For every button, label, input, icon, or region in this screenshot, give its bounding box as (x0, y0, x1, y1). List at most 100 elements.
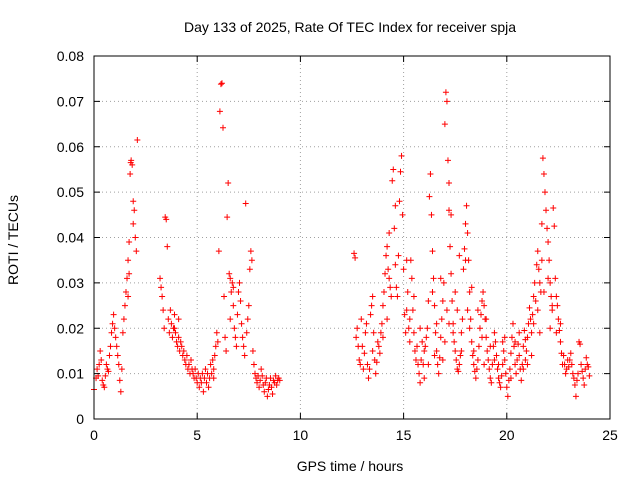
data-point (215, 248, 222, 255)
data-point (474, 307, 481, 314)
data-point (441, 338, 448, 345)
data-point (130, 220, 137, 227)
data-point (99, 377, 106, 384)
data-point (405, 325, 412, 332)
data-point (185, 361, 192, 368)
data-point (550, 205, 557, 212)
data-point (121, 302, 128, 309)
data-point (524, 361, 531, 368)
data-point (390, 166, 397, 173)
data-point (454, 307, 461, 314)
data-point (110, 311, 117, 318)
data-point (364, 361, 371, 368)
data-point (171, 311, 178, 318)
data-point (240, 343, 247, 350)
data-point (424, 325, 431, 332)
data-point (406, 316, 413, 323)
data-point (378, 320, 385, 327)
data-point (111, 325, 118, 332)
data-point (211, 352, 218, 359)
y-tick-label: 0.08 (57, 48, 84, 64)
data-point (232, 334, 239, 341)
data-point (386, 275, 393, 282)
data-point (432, 329, 439, 336)
data-point (534, 248, 541, 255)
data-point (503, 384, 510, 391)
data-point (451, 338, 458, 345)
data-point (457, 352, 464, 359)
data-point (181, 357, 188, 364)
data-point (524, 334, 531, 341)
data-point (480, 288, 487, 295)
data-point (415, 361, 422, 368)
data-point (444, 157, 451, 164)
data-point (239, 334, 246, 341)
data-point (264, 393, 271, 400)
data-point (124, 275, 131, 282)
data-point (380, 288, 387, 295)
data-point (448, 211, 455, 218)
data-point (431, 352, 438, 359)
y-tick-labels: 0 0.01 0.02 0.03 0.04 0.05 0.06 0.07 0.08 (57, 48, 84, 427)
data-point (385, 266, 392, 273)
data-point (511, 343, 518, 350)
data-point (234, 311, 241, 318)
data-point (552, 275, 559, 282)
axis-ticks (93, 55, 611, 420)
data-point (485, 357, 492, 364)
data-point (437, 334, 444, 341)
data-point (548, 293, 555, 300)
data-point (257, 377, 264, 384)
data-point (178, 343, 185, 350)
grid-lines (94, 56, 610, 419)
data-point (583, 354, 590, 361)
data-point (383, 252, 390, 259)
data-point (167, 307, 174, 314)
data-point (163, 216, 170, 223)
data-point (509, 320, 516, 327)
x-tick-label: 5 (193, 427, 201, 443)
data-point (180, 347, 187, 354)
x-tick-label: 0 (90, 427, 98, 443)
data-point (475, 343, 482, 350)
data-point (369, 347, 376, 354)
data-point (402, 329, 409, 336)
data-point (160, 307, 167, 314)
data-point (203, 379, 210, 386)
data-point (408, 275, 415, 282)
data-point (497, 384, 504, 391)
data-point (562, 370, 569, 377)
data-point (251, 370, 258, 377)
x-tick-labels: 0 5 10 15 20 25 (90, 427, 618, 443)
data-point (515, 341, 522, 348)
data-point (268, 384, 275, 391)
data-point (580, 375, 587, 382)
data-point (442, 89, 449, 96)
data-point (527, 316, 534, 323)
data-point (125, 257, 132, 264)
data-point (225, 180, 232, 187)
data-point (522, 357, 529, 364)
data-point (555, 316, 562, 323)
data-point (98, 357, 105, 364)
data-point (446, 320, 453, 327)
data-point (226, 270, 233, 277)
data-point (443, 307, 450, 314)
data-point (440, 279, 447, 286)
data-point (433, 320, 440, 327)
data-point (96, 361, 103, 368)
data-point (166, 329, 173, 336)
data-point (544, 225, 551, 232)
data-point (119, 329, 126, 336)
data-point (250, 361, 257, 368)
data-point (210, 366, 217, 373)
data-point (246, 266, 253, 273)
data-point (528, 329, 535, 336)
data-point (171, 325, 178, 332)
data-point (499, 338, 506, 345)
data-point (577, 341, 584, 348)
data-point (496, 379, 503, 386)
data-point (557, 338, 564, 345)
data-point (484, 347, 491, 354)
data-point (568, 361, 575, 368)
